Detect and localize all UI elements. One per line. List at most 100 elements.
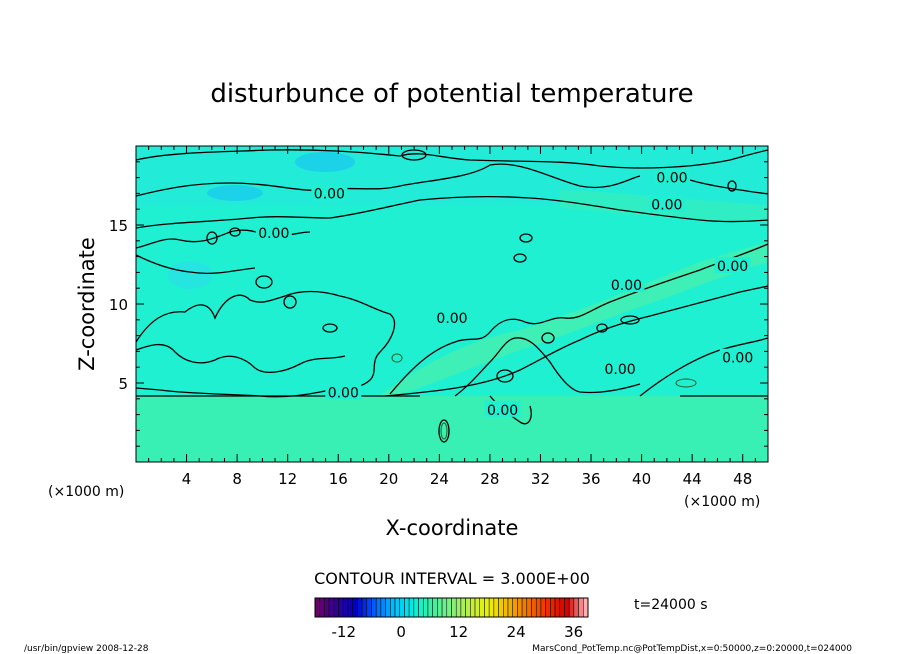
colorbar-swatch xyxy=(408,597,415,618)
colorbar-swatch xyxy=(418,597,424,618)
colorbar-swatch xyxy=(465,597,471,618)
colorbar-swatch xyxy=(526,597,532,618)
x-tick-label: 8 xyxy=(232,470,242,488)
colorbar-swatch xyxy=(540,597,546,618)
footer-right: MarsCond_PotTemp.nc@PotTempDist,x=0:5000… xyxy=(532,644,852,654)
colorbar-swatch xyxy=(432,597,438,618)
contour-loop xyxy=(519,233,533,243)
x-tick-label: 48 xyxy=(733,470,752,488)
contour-loop xyxy=(206,231,218,245)
contour-label: 0.00 xyxy=(605,362,636,378)
contour-line xyxy=(454,337,641,397)
colorbar-swatch xyxy=(375,597,382,618)
colorbar-swatch xyxy=(347,597,353,618)
footer-left: /usr/bin/gpview 2008-12-28 xyxy=(24,644,149,654)
colorbar-swatch xyxy=(554,597,561,618)
contour-label: 0.00 xyxy=(487,403,518,419)
contour-loop-warm xyxy=(440,422,448,440)
field-cool-patch xyxy=(207,185,263,201)
colorbar-swatch xyxy=(390,597,396,618)
colorbar-swatch xyxy=(573,597,579,618)
contour-loop xyxy=(727,180,737,192)
x-axis-label: X-coordinate xyxy=(386,516,519,540)
x-tick-label: 24 xyxy=(430,470,449,488)
colorbar-swatch xyxy=(446,597,452,618)
contour-loop xyxy=(229,227,241,237)
contour-loop xyxy=(255,275,273,289)
colorbar-swatch xyxy=(366,597,372,618)
contour-label-bg xyxy=(608,276,645,293)
x-tick-label: 28 xyxy=(480,470,499,488)
colorbar-swatch xyxy=(493,597,499,618)
contour-label: 0.00 xyxy=(611,278,642,294)
colorbar-swatch xyxy=(333,597,339,618)
contour-line xyxy=(136,163,641,197)
y-tick-label: 15 xyxy=(109,217,128,235)
contour-label: 0.00 xyxy=(722,351,753,367)
contour-loop-warm xyxy=(675,378,697,388)
x-tick-label: 40 xyxy=(632,470,651,488)
colorbar-swatch xyxy=(578,597,584,618)
colorbar-tick-label: 24 xyxy=(507,623,526,641)
contour-interval: CONTOUR INTERVAL = 3.000E+00 xyxy=(314,569,590,588)
contour-label: 0.00 xyxy=(656,171,687,187)
colorbar-swatch xyxy=(451,597,457,618)
chart-title: disturbunce of potential temperature xyxy=(210,79,693,109)
colorbar-swatch xyxy=(314,597,320,618)
contour-label: 0.00 xyxy=(328,385,359,401)
contour-line xyxy=(136,196,768,229)
colorbar-swatch xyxy=(460,597,466,618)
colorbar-swatch xyxy=(545,597,551,618)
colorbar-swatch xyxy=(437,597,443,618)
colorbar-swatch xyxy=(583,597,589,618)
x-unit-right: (×1000 m) xyxy=(684,494,760,510)
contour-label: 0.00 xyxy=(314,186,345,202)
x-tick-label: 32 xyxy=(531,470,550,488)
contour-line xyxy=(136,149,768,169)
x-tick-label: 36 xyxy=(581,470,600,488)
colorbar-tick-label: 0 xyxy=(396,623,406,641)
contour-line xyxy=(689,179,768,195)
x-tick-label: 4 xyxy=(182,470,192,488)
contour-loop-warm xyxy=(391,353,403,363)
contour-line xyxy=(136,254,256,274)
contour-label-bg xyxy=(325,383,362,400)
colorbar-swatch xyxy=(441,597,448,618)
colorbar-swatch xyxy=(503,597,509,618)
field-warm-band xyxy=(380,242,768,398)
contour-loop xyxy=(322,323,338,333)
contour-label: 0.00 xyxy=(436,311,467,327)
colorbar-swatch xyxy=(512,597,518,618)
colorbar: -12 0 12 24 36 xyxy=(314,597,589,641)
contour-label: 0.00 xyxy=(651,197,682,213)
contour-loop xyxy=(620,315,640,325)
contour-labels: 0.00 0.00 0.00 0.00 0.00 0.00 0.00 0.00 0.00 0.00… xyxy=(255,168,756,419)
colorbar-swatch xyxy=(394,597,400,618)
field-cool-patch xyxy=(295,152,355,172)
colorbar-swatch xyxy=(399,597,405,618)
colorbar-swatch xyxy=(455,597,462,618)
colorbar-tick-label: 12 xyxy=(449,623,468,641)
colorbar-swatch xyxy=(517,597,523,618)
colorbar-swatch xyxy=(479,597,485,618)
x-tick-label: 44 xyxy=(683,470,702,488)
warm-contours xyxy=(391,353,697,440)
contour-label-bg xyxy=(602,359,639,376)
colorbar-swatch xyxy=(328,597,335,618)
y-axis-label: Z-coordinate xyxy=(75,237,99,371)
contour-label-bg xyxy=(719,348,756,365)
colorbar-swatch xyxy=(380,597,386,618)
contour-label-bg xyxy=(311,184,348,201)
colorbar-swatch xyxy=(324,597,330,618)
contour-label-bg xyxy=(434,309,470,326)
x-tick-label: 20 xyxy=(379,470,398,488)
contour-label: 0.00 xyxy=(717,259,748,275)
colorbar-tick-label: 36 xyxy=(564,623,583,641)
contour-label-bg xyxy=(255,223,292,240)
y-tick-label: 10 xyxy=(109,296,128,314)
colorbar-swatch xyxy=(531,597,537,618)
contour-label: 0.00 xyxy=(258,226,289,242)
x-tick-label: 16 xyxy=(329,470,348,488)
